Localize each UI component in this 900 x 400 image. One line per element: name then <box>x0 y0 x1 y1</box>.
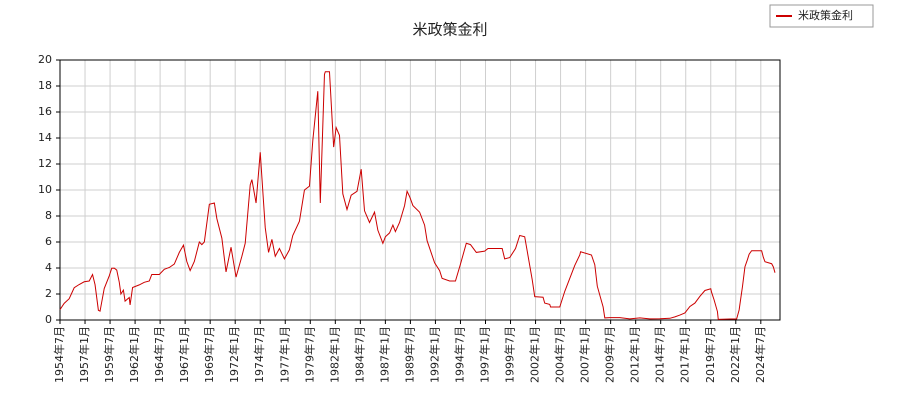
x-tick-label: 1969年7月 <box>202 326 216 383</box>
x-tick-label: 1962年1月 <box>127 326 141 383</box>
x-tick-label: 1987年1月 <box>377 326 391 383</box>
x-tick-label: 1954年7月 <box>52 326 66 383</box>
x-tick-label: 2014年7月 <box>653 326 667 383</box>
x-tick-label: 1964年7月 <box>152 326 166 383</box>
x-tick-label: 2017年1月 <box>678 326 692 383</box>
y-tick-label: 4 <box>45 261 52 274</box>
x-tick-label: 1972年1月 <box>227 326 241 383</box>
x-tick-label: 1979年7月 <box>302 326 316 383</box>
x-tick-label: 2024年7月 <box>753 326 767 383</box>
plot-frame <box>59 59 781 321</box>
x-tick-label: 1992年1月 <box>427 326 441 383</box>
y-tick-label: 2 <box>45 287 52 300</box>
x-tick-label: 1984年7月 <box>352 326 366 383</box>
legend-label: 米政策金利 <box>798 8 853 22</box>
chart-title: 米政策金利 <box>412 21 487 39</box>
x-tick-label: 1957年1月 <box>77 326 91 383</box>
y-tick-label: 0 <box>45 313 52 326</box>
x-tick-label: 1994年7月 <box>452 326 466 383</box>
x-tick-label: 1997年1月 <box>477 326 491 383</box>
x-tick-label: 2019年7月 <box>703 326 717 383</box>
y-tick-label: 10 <box>38 183 52 196</box>
x-tick-label: 2022年1月 <box>728 326 742 383</box>
y-tick-label: 6 <box>45 235 52 248</box>
x-tick-label: 1989年7月 <box>402 326 416 383</box>
y-tick-label: 16 <box>38 105 52 118</box>
x-tick-label: 2004年7月 <box>553 326 567 383</box>
x-tick-label: 1974年7月 <box>252 326 266 383</box>
x-tick-label: 2007年1月 <box>578 326 592 383</box>
y-tick-label: 14 <box>38 131 52 144</box>
y-tick-label: 18 <box>38 79 52 92</box>
x-tick-label: 2002年1月 <box>528 326 542 383</box>
x-tick-label: 2012年1月 <box>628 326 642 383</box>
data-line <box>59 71 776 320</box>
x-tick-label: 2009年7月 <box>603 326 617 383</box>
x-tick-label: 1982年1月 <box>327 326 341 383</box>
y-tick-label: 20 <box>38 53 52 66</box>
y-tick-label: 8 <box>45 209 52 222</box>
x-tick-label: 1999年7月 <box>503 326 517 383</box>
x-tick-label: 1959年7月 <box>102 326 116 383</box>
legend-box <box>769 4 874 28</box>
y-tick-label: 12 <box>38 157 52 170</box>
x-tick-label: 1977年1月 <box>277 326 291 383</box>
x-tick-label: 1967年1月 <box>177 326 191 383</box>
